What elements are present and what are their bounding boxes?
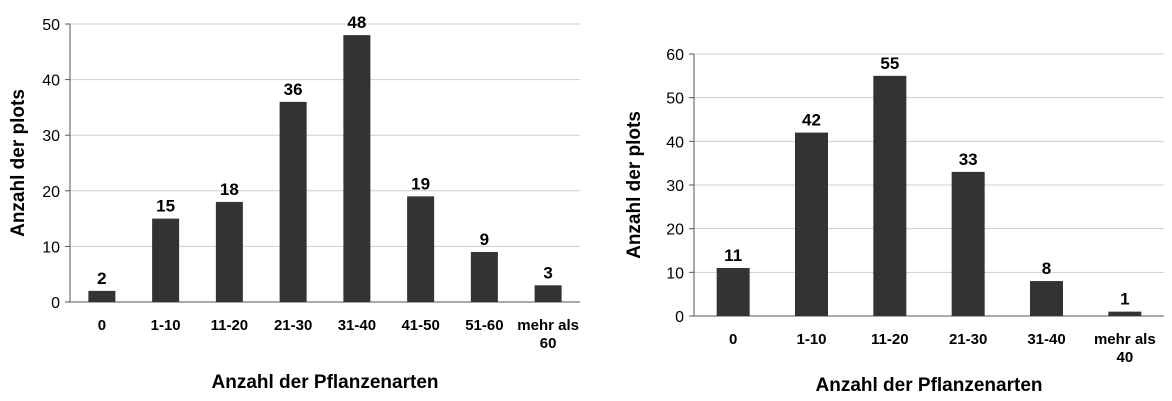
chart-1-ytick-label: 20: [42, 184, 60, 201]
chart-1-data-label: 15: [156, 197, 175, 216]
chart-2-ytick-label: 30: [666, 178, 684, 195]
chart-1-bar: [279, 101, 307, 302]
chart-1-x-axis-title: Anzahl der Pflanzenarten: [212, 372, 439, 393]
chart-1-category-label: 51-60: [465, 317, 503, 334]
chart-right: 0 10 20 30 40 50 60 11 0 42 1-10 55 11-20 33 21-30 8 31-…: [600, 0, 1172, 396]
chart-1-category-label: 60: [540, 335, 557, 352]
chart-2-bar: [951, 171, 985, 316]
chart-1-ytick-label: 10: [42, 239, 60, 256]
chart-2-data-label: 11: [724, 246, 742, 265]
chart-2-category-label: mehr als: [1094, 331, 1156, 348]
chart-1-data-label: 18: [220, 180, 239, 199]
chart-1-data-label: 2: [97, 269, 106, 288]
chart-2-data-label: 55: [880, 54, 899, 73]
chart-2-x-axis-title: Anzahl der Pflanzenarten: [816, 375, 1043, 396]
chart-1-data-label: 19: [411, 174, 430, 193]
chart-2-data-label: 8: [1042, 259, 1051, 278]
chart-1-ytick-label: 40: [42, 73, 60, 90]
chart-1-data-label: 36: [284, 80, 303, 99]
chart-2-y-axis-title: Anzahl der plots: [624, 111, 645, 259]
chart-1-ytick-label: 0: [51, 295, 60, 312]
chart-1-category-label: 1-10: [151, 317, 181, 334]
chart-1-bar: [470, 251, 498, 302]
chart-1-category-label: 0: [98, 317, 106, 334]
chart-2-ytick-label: 50: [666, 91, 684, 108]
chart-1-category-label: 11-20: [211, 317, 249, 334]
chart-1-category-label: 41-50: [401, 317, 439, 334]
chart-2-category-label: 11-20: [871, 331, 909, 348]
chart-2-category-label: 21-30: [949, 331, 987, 348]
chart-1-data-label: 3: [543, 263, 552, 282]
chart-1-bar: [152, 218, 180, 302]
chart-2-ytick-label: 10: [666, 265, 684, 282]
chart-1-ytick-label: 50: [42, 17, 60, 34]
chart-1-bar: [407, 196, 435, 302]
chart-1-bar: [88, 290, 116, 302]
chart-2-bar: [1108, 311, 1142, 316]
chart-2-bar: [716, 267, 750, 316]
chart-2-bar: [1030, 281, 1063, 316]
chart-1-ytick-label: 30: [42, 128, 60, 145]
chart-2-category-label: 0: [729, 331, 737, 348]
chart-2-category-label: 1-10: [796, 331, 826, 348]
chart-left: 0 10 20 30 40 50 2 0 15 1-10 18 11-20 36 21-30 48 31-40…: [0, 0, 590, 396]
chart-1-bar: [343, 35, 371, 303]
chart-1-bar: [534, 285, 562, 302]
chart-1-category-label: 31-40: [338, 317, 376, 334]
chart-2-category-label: 40: [1116, 349, 1133, 366]
chart-2-ytick-label: 0: [675, 309, 684, 326]
chart-right-svg: 0 10 20 30 40 50 60 11 0 42 1-10 55 11-20 33 21-30 8 31-…: [624, 47, 1164, 396]
chart-2-category-label: 31-40: [1027, 331, 1065, 348]
chart-1-data-label: 9: [480, 230, 489, 249]
chart-2-data-label: 1: [1120, 290, 1129, 309]
chart-1-category-label: 21-30: [274, 317, 312, 334]
chart-1-bar: [215, 201, 243, 302]
chart-2-ytick-label: 60: [666, 47, 684, 64]
chart-1-category-label: mehr als: [517, 317, 579, 334]
chart-2-data-label: 33: [959, 150, 978, 169]
chart-1-data-label: 48: [347, 13, 366, 32]
chart-2-ytick-label: 40: [666, 134, 684, 151]
chart-2-bar: [873, 75, 907, 316]
chart-2-bar: [795, 132, 828, 316]
chart-2-ytick-label: 20: [666, 222, 684, 239]
chart-left-svg: 0102030405020151-101811-203621-304831-40…: [8, 13, 580, 393]
chart-1-y-axis-title: Anzahl der plots: [8, 89, 29, 237]
chart-2-data-label: 42: [802, 111, 821, 130]
